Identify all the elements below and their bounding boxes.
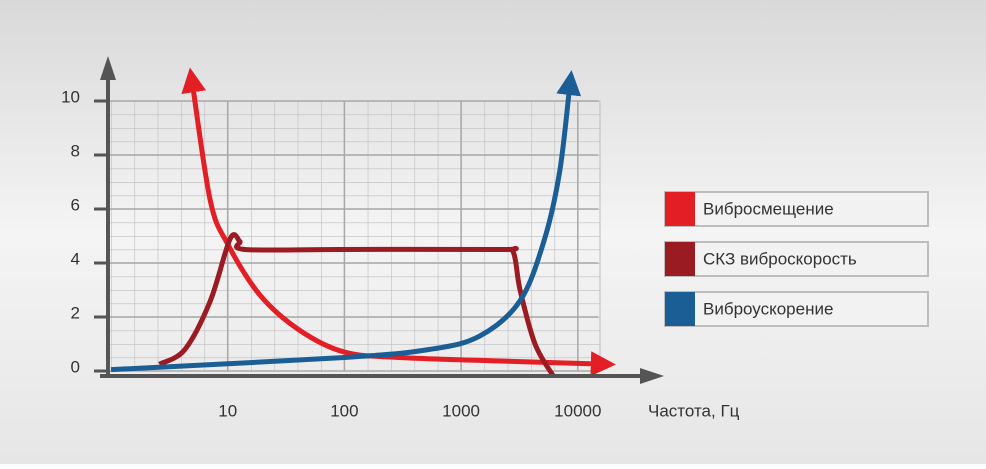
legend-label: СКЗ виброскорость <box>703 249 857 268</box>
y-tick-label: 2 <box>71 303 80 322</box>
x-tick-label: 100 <box>330 401 358 420</box>
y-tick-label: 4 <box>71 249 80 268</box>
y-tick-label: 10 <box>61 87 80 106</box>
x-tick-label: 10000 <box>554 401 601 420</box>
series-line <box>158 232 556 378</box>
legend-label: Вибросмещение <box>703 199 834 218</box>
y-tick-label: 8 <box>71 141 80 160</box>
series-line <box>110 70 582 373</box>
legend-box <box>664 191 929 227</box>
y-tick-label: 0 <box>71 357 80 376</box>
y-axis-arrow <box>100 56 116 80</box>
legend-swatch <box>665 292 695 326</box>
x-tick-label: 10 <box>218 401 237 420</box>
x-axis-label: Частота, Гц <box>648 401 740 420</box>
grid-texture <box>107 100 601 372</box>
legend-swatch <box>665 192 695 226</box>
legend-label: Виброускорение <box>703 299 833 318</box>
series-line <box>181 67 616 377</box>
legend-swatch <box>665 242 695 276</box>
y-tick-label: 6 <box>71 195 80 214</box>
x-tick-label: 1000 <box>442 401 480 420</box>
x-axis-arrow <box>640 368 664 384</box>
